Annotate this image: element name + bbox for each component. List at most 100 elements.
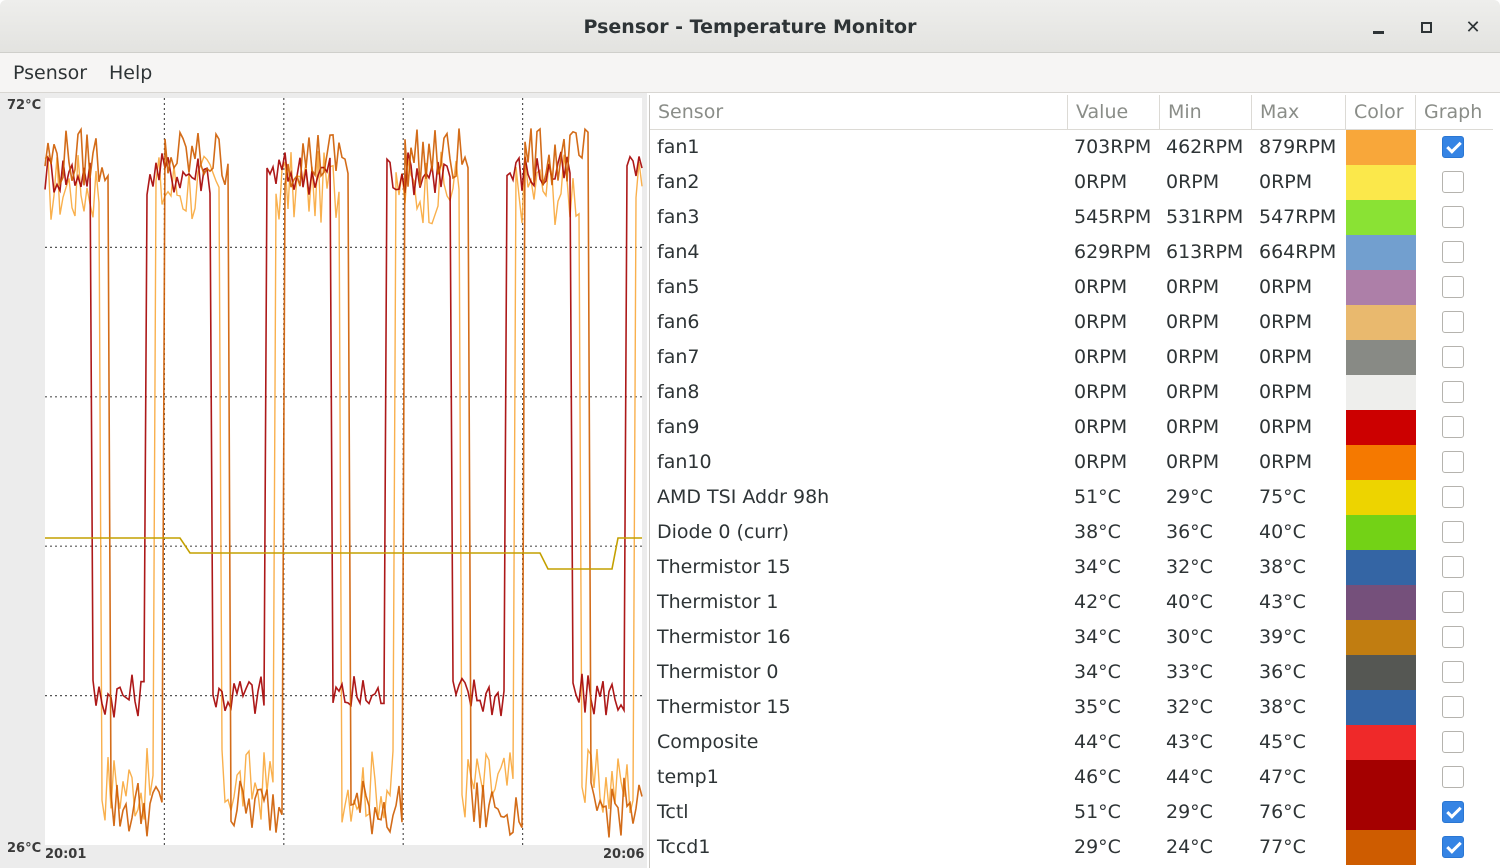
table-row[interactable]: Thermistor 16 34°C 30°C 39°C bbox=[650, 620, 1493, 655]
color-swatch[interactable] bbox=[1346, 445, 1416, 480]
table-row[interactable]: fan3 545RPM 531RPM 547RPM bbox=[650, 200, 1493, 235]
table-row[interactable]: fan9 0RPM 0RPM 0RPM bbox=[650, 410, 1493, 445]
color-swatch[interactable] bbox=[1346, 130, 1416, 165]
column-header-min[interactable]: Min bbox=[1160, 95, 1252, 130]
color-swatch[interactable] bbox=[1346, 550, 1416, 585]
color-swatch[interactable] bbox=[1346, 375, 1416, 410]
column-header-sensor[interactable]: Sensor bbox=[650, 95, 1068, 130]
table-row[interactable]: fan4 629RPM 613RPM 664RPM bbox=[650, 235, 1493, 270]
sensor-value: 629RPM bbox=[1074, 241, 1152, 263]
sensor-max: 38°C bbox=[1259, 556, 1306, 578]
table-row[interactable]: temp1 46°C 44°C 47°C bbox=[650, 760, 1493, 795]
graph-checkbox[interactable] bbox=[1442, 206, 1464, 228]
minimize-icon bbox=[1372, 30, 1384, 34]
column-header-color[interactable]: Color bbox=[1346, 95, 1416, 130]
table-row[interactable]: fan6 0RPM 0RPM 0RPM bbox=[650, 305, 1493, 340]
color-swatch[interactable] bbox=[1346, 235, 1416, 270]
graph-checkbox[interactable] bbox=[1442, 731, 1464, 753]
color-swatch[interactable] bbox=[1346, 305, 1416, 340]
sensor-value: 34°C bbox=[1074, 661, 1121, 683]
color-swatch[interactable] bbox=[1346, 620, 1416, 655]
sensor-min: 33°C bbox=[1166, 661, 1213, 683]
table-row[interactable]: Thermistor 15 35°C 32°C 38°C bbox=[650, 690, 1493, 725]
graph-checkbox[interactable] bbox=[1442, 591, 1464, 613]
color-swatch[interactable] bbox=[1346, 480, 1416, 515]
window-title: Psensor - Temperature Monitor bbox=[583, 16, 917, 38]
sensor-value: 34°C bbox=[1074, 556, 1121, 578]
graph-checkbox[interactable] bbox=[1442, 346, 1464, 368]
menu-psensor[interactable]: Psensor bbox=[13, 62, 88, 84]
table-row[interactable]: Thermistor 15 34°C 32°C 38°C bbox=[650, 550, 1493, 585]
graph-plot-background bbox=[45, 98, 642, 845]
graph-checkbox[interactable] bbox=[1442, 696, 1464, 718]
graph-checkbox[interactable] bbox=[1442, 241, 1464, 263]
color-swatch[interactable] bbox=[1346, 200, 1416, 235]
sensor-value: 51°C bbox=[1074, 486, 1121, 508]
color-swatch[interactable] bbox=[1346, 340, 1416, 375]
graph-checkbox[interactable] bbox=[1442, 836, 1464, 858]
color-swatch[interactable] bbox=[1346, 270, 1416, 305]
color-swatch[interactable] bbox=[1346, 165, 1416, 200]
graph-checkbox[interactable] bbox=[1442, 521, 1464, 543]
graph-checkbox[interactable] bbox=[1442, 451, 1464, 473]
graph-checkbox[interactable] bbox=[1442, 276, 1464, 298]
graph-checkbox[interactable] bbox=[1442, 661, 1464, 683]
sensor-value: 34°C bbox=[1074, 626, 1121, 648]
sensor-value: 0RPM bbox=[1074, 346, 1128, 368]
sensor-name: Thermistor 15 bbox=[657, 696, 791, 718]
sensor-min: 0RPM bbox=[1166, 451, 1220, 473]
sensor-name: Tctl bbox=[657, 801, 689, 823]
color-swatch[interactable] bbox=[1346, 515, 1416, 550]
table-row[interactable]: fan1 703RPM 462RPM 879RPM bbox=[650, 130, 1493, 165]
sensor-max: 0RPM bbox=[1259, 311, 1313, 333]
graph-checkbox[interactable] bbox=[1442, 381, 1464, 403]
graph-checkbox[interactable] bbox=[1442, 416, 1464, 438]
sensor-min: 0RPM bbox=[1166, 416, 1220, 438]
table-row[interactable]: fan2 0RPM 0RPM 0RPM bbox=[650, 165, 1493, 200]
graph-checkbox[interactable] bbox=[1442, 556, 1464, 578]
color-swatch[interactable] bbox=[1346, 795, 1416, 830]
table-row[interactable]: Thermistor 1 42°C 40°C 43°C bbox=[650, 585, 1493, 620]
sensor-name: fan7 bbox=[657, 346, 700, 368]
table-row[interactable]: fan7 0RPM 0RPM 0RPM bbox=[650, 340, 1493, 375]
graph-checkbox[interactable] bbox=[1442, 136, 1464, 158]
column-header-value[interactable]: Value bbox=[1068, 95, 1160, 130]
table-row[interactable]: Tctl 51°C 29°C 76°C bbox=[650, 795, 1493, 830]
sensor-min: 44°C bbox=[1166, 766, 1213, 788]
menu-help[interactable]: Help bbox=[109, 62, 153, 84]
column-header-graph[interactable]: Graph bbox=[1424, 101, 1483, 123]
maximize-icon bbox=[1420, 21, 1432, 33]
graph-checkbox[interactable] bbox=[1442, 311, 1464, 333]
x-axis-start-label: 20:01 bbox=[45, 847, 86, 862]
graph-checkbox[interactable] bbox=[1442, 766, 1464, 788]
color-swatch[interactable] bbox=[1346, 725, 1416, 760]
color-swatch[interactable] bbox=[1346, 830, 1416, 865]
sensor-value: 51°C bbox=[1074, 801, 1121, 823]
minimize-button[interactable] bbox=[1363, 12, 1393, 42]
table-row[interactable]: Composite 44°C 43°C 45°C bbox=[650, 725, 1493, 760]
table-row[interactable]: Tccd1 29°C 24°C 77°C bbox=[650, 830, 1493, 865]
graph-checkbox[interactable] bbox=[1442, 801, 1464, 823]
table-row[interactable]: AMD TSI Addr 98h 51°C 29°C 75°C bbox=[650, 480, 1493, 515]
sensor-value: 0RPM bbox=[1074, 171, 1128, 193]
graph-checkbox[interactable] bbox=[1442, 171, 1464, 193]
table-row[interactable]: Diode 0 (curr) 38°C 36°C 40°C bbox=[650, 515, 1493, 550]
graph-series-line bbox=[45, 537, 642, 570]
table-row[interactable]: fan8 0RPM 0RPM 0RPM bbox=[650, 375, 1493, 410]
close-button[interactable]: ✕ bbox=[1458, 12, 1488, 42]
table-row[interactable]: Thermistor 0 34°C 33°C 36°C bbox=[650, 655, 1493, 690]
graph-checkbox[interactable] bbox=[1442, 486, 1464, 508]
graph-checkbox[interactable] bbox=[1442, 626, 1464, 648]
color-swatch[interactable] bbox=[1346, 760, 1416, 795]
color-swatch[interactable] bbox=[1346, 690, 1416, 725]
color-swatch[interactable] bbox=[1346, 585, 1416, 620]
maximize-button[interactable] bbox=[1411, 12, 1441, 42]
sensor-max: 47°C bbox=[1259, 766, 1306, 788]
column-header-max[interactable]: Max bbox=[1252, 95, 1346, 130]
table-row[interactable]: fan5 0RPM 0RPM 0RPM bbox=[650, 270, 1493, 305]
color-swatch[interactable] bbox=[1346, 655, 1416, 690]
table-row[interactable]: fan10 0RPM 0RPM 0RPM bbox=[650, 445, 1493, 480]
y-axis-max-label: 72°C bbox=[7, 98, 41, 113]
color-swatch[interactable] bbox=[1346, 410, 1416, 445]
sensor-value: 46°C bbox=[1074, 766, 1121, 788]
